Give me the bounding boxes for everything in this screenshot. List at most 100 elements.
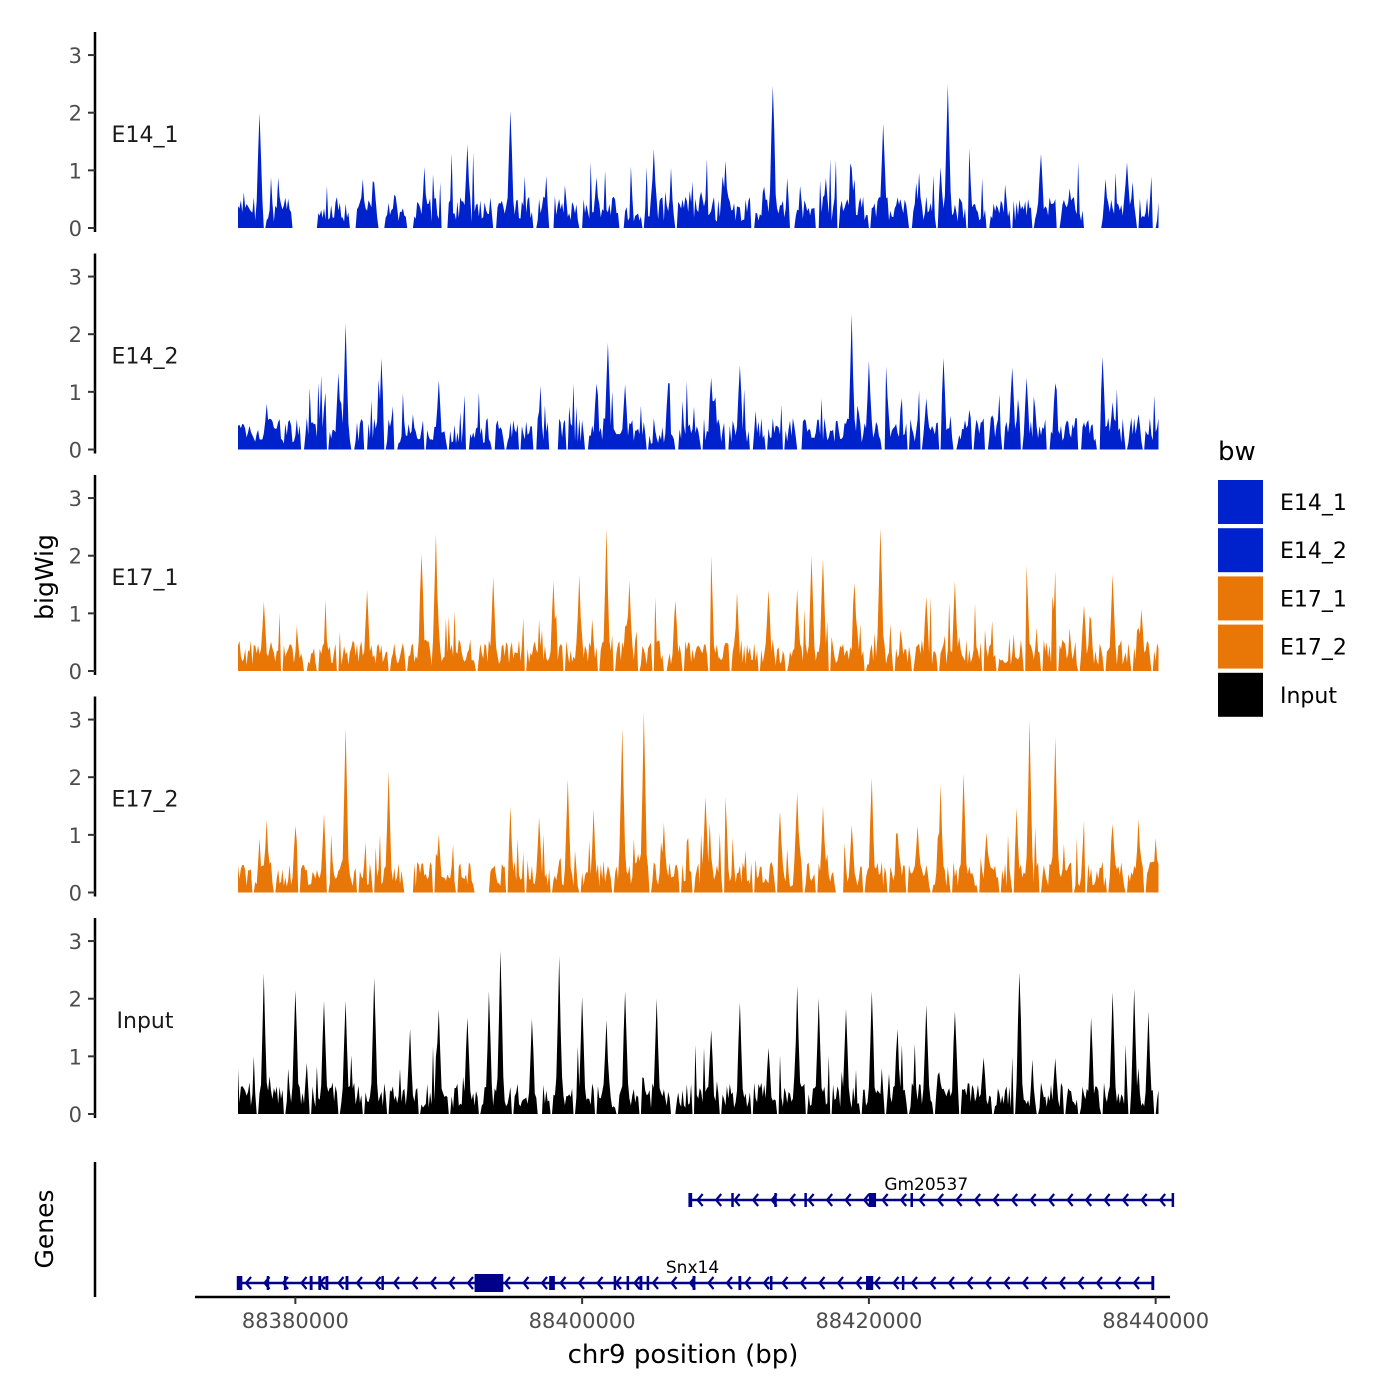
strand-arrow — [855, 1276, 863, 1290]
exon — [804, 1193, 807, 1207]
strand-arrow — [1140, 1193, 1148, 1207]
strand-arrow — [374, 1276, 382, 1290]
exon — [769, 1276, 773, 1290]
exon — [866, 1276, 874, 1290]
strand-arrow — [966, 1276, 974, 1290]
exon — [774, 1193, 777, 1207]
strand-arrow — [1103, 1193, 1111, 1207]
signal-area — [238, 84, 1159, 228]
exon — [474, 1274, 504, 1292]
signal-area — [238, 711, 1159, 893]
signal-tracks: 0 1 2 3 E14_1 0 1 2 3 E14_2 0 1 2 3 E17_1 0 1 2 3 E17_2 0 1 2 3… — [69, 32, 1159, 1127]
y-tick-label: 0 — [69, 439, 82, 463]
track-label: Input — [117, 1009, 174, 1034]
x-tick-label: 88380000 — [242, 1309, 349, 1333]
y-tick-label: 3 — [69, 487, 82, 511]
y-tick-label: 2 — [69, 323, 82, 347]
strand-arrow — [244, 1276, 252, 1290]
legend: bw E14_1 E14_2 E17_1 E17_2 Input — [1218, 437, 1347, 717]
exon — [731, 1193, 734, 1207]
strand-arrow — [337, 1276, 345, 1290]
exon — [910, 1193, 913, 1207]
strand-arrow — [670, 1276, 678, 1290]
x-tick-label: 88400000 — [529, 1309, 636, 1333]
strand-arrow — [503, 1276, 511, 1290]
strand-arrow — [781, 1276, 789, 1290]
strand-arrow — [1121, 1193, 1130, 1207]
exon — [309, 1276, 313, 1290]
legend-label: E17_1 — [1280, 587, 1347, 612]
strand-arrow — [799, 1276, 807, 1290]
strand-arrow — [762, 1276, 770, 1290]
strand-arrow — [1010, 1193, 1019, 1207]
strand-arrow — [725, 1276, 733, 1290]
strand-arrow — [1047, 1193, 1056, 1207]
track-input: 0 1 2 3 Input — [69, 918, 1159, 1127]
legend-swatch-input — [1218, 672, 1263, 717]
strand-arrow — [929, 1276, 937, 1290]
signal-area — [238, 528, 1159, 671]
genes-track: Gm20537 Snx14 — [93, 1162, 1175, 1297]
strand-arrow — [1029, 1193, 1037, 1207]
exon — [626, 1276, 630, 1290]
exon — [238, 1276, 243, 1290]
legend-label: E14_1 — [1280, 491, 1347, 516]
track-label: E14_1 — [112, 123, 179, 148]
exon — [738, 1276, 742, 1290]
strand-arrow — [540, 1276, 548, 1290]
strand-arrow — [633, 1276, 641, 1290]
track-e17-1: 0 1 2 3 E17_1 — [69, 475, 1159, 684]
strand-arrow — [559, 1276, 567, 1290]
exon — [266, 1276, 270, 1290]
strand-arrow — [429, 1276, 437, 1290]
strand-arrow — [892, 1276, 900, 1290]
strand-arrow — [984, 1276, 992, 1290]
strand-arrow — [807, 1193, 815, 1207]
gene-name-label: Gm20537 — [884, 1175, 968, 1195]
exon — [646, 1276, 650, 1290]
strand-arrow — [651, 1276, 659, 1290]
strand-arrow — [448, 1276, 456, 1290]
strand-arrow — [1158, 1193, 1167, 1207]
y-tick-label: 1 — [69, 602, 82, 626]
y-tick-label: 0 — [69, 217, 82, 241]
y-tick-label: 1 — [69, 1045, 82, 1069]
strand-arrow — [1084, 1193, 1093, 1207]
signal-area — [238, 313, 1159, 450]
y-tick-label: 2 — [69, 988, 82, 1012]
strand-arrow — [936, 1193, 945, 1207]
strand-arrow — [733, 1193, 741, 1207]
y-tick-label: 0 — [69, 660, 82, 684]
track-e14-1: 0 1 2 3 E14_1 — [69, 32, 1159, 241]
signal-area — [238, 950, 1159, 1114]
track-label: E17_2 — [112, 788, 179, 813]
exon — [318, 1276, 322, 1290]
legend-label: E14_2 — [1280, 539, 1347, 564]
exon — [639, 1276, 643, 1290]
legend-swatch-e17-1 — [1218, 576, 1263, 621]
y-tick-label: 3 — [69, 930, 82, 954]
strand-arrow — [355, 1276, 363, 1290]
y-tick-label: 0 — [69, 882, 82, 906]
exon — [381, 1276, 384, 1290]
x-axis-label: chr9 position (bp) — [568, 1340, 799, 1370]
strand-arrow — [1003, 1276, 1011, 1290]
strand-arrow — [788, 1193, 797, 1207]
strand-arrow — [1021, 1276, 1029, 1290]
track-label: E17_1 — [112, 566, 179, 591]
track-label: E14_2 — [112, 345, 179, 370]
track-e14-2: 0 1 2 3 E14_2 — [69, 253, 1159, 463]
strand-arrow — [707, 1276, 715, 1290]
exon — [901, 1276, 905, 1290]
strand-arrow — [918, 1193, 926, 1207]
y-tick-label: 3 — [69, 266, 82, 290]
y-tick-label: 2 — [69, 102, 82, 126]
y-tick-label: 3 — [69, 44, 82, 68]
strand-arrow — [1066, 1193, 1074, 1207]
strand-arrow — [744, 1276, 752, 1290]
strand-arrow — [596, 1276, 604, 1290]
strand-arrow — [411, 1276, 419, 1290]
y-tick-label: 2 — [69, 766, 82, 790]
strand-arrow — [466, 1276, 474, 1290]
strand-arrow — [1114, 1276, 1122, 1290]
